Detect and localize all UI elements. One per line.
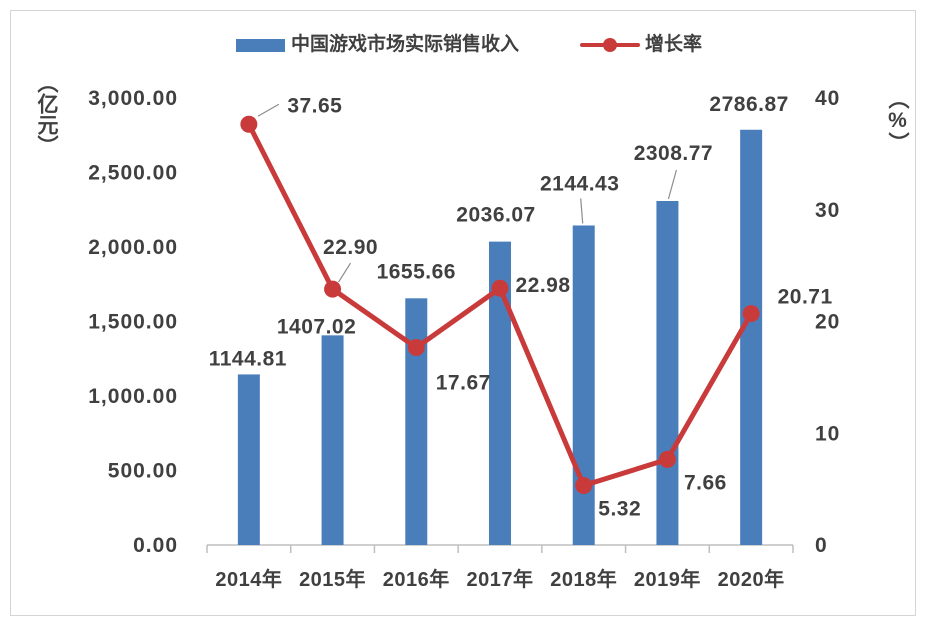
line-data-label: 5.32 xyxy=(598,498,641,521)
line-marker xyxy=(407,339,425,357)
legend-bar-swatch xyxy=(236,39,285,52)
line-marker xyxy=(575,477,593,495)
line-data-label: 37.65 xyxy=(287,94,342,117)
y-left-tick-label: 1,500.00 xyxy=(88,311,178,334)
legend-label-revenue: 中国游戏市场实际销售收入 xyxy=(291,34,520,55)
bar-data-label: 2036.07 xyxy=(456,204,535,227)
y-left-tick-label: 500.00 xyxy=(108,460,178,483)
x-tick-label: 2016年 xyxy=(383,567,450,591)
x-tick-label: 2015年 xyxy=(299,567,366,591)
y-right-tick-label: 20 xyxy=(815,311,840,334)
y-axis-right: 0 10 20 30 40 xyxy=(815,87,840,557)
bar xyxy=(740,129,763,546)
line-data-label: 22.90 xyxy=(323,236,378,259)
y-right-tick-label: 0 xyxy=(815,534,828,557)
bar-series xyxy=(237,129,763,546)
line-label-leader xyxy=(257,103,280,117)
line-marker xyxy=(240,115,258,133)
bar xyxy=(237,374,260,545)
line-marker xyxy=(658,450,676,468)
x-tick-label: 2020年 xyxy=(718,567,785,591)
bar-data-label: 1655.66 xyxy=(377,260,456,283)
y-right-tick-label: 30 xyxy=(815,199,840,222)
bar xyxy=(405,298,428,545)
line-marker xyxy=(324,280,342,298)
line-series xyxy=(240,115,760,495)
line-label-leader xyxy=(338,262,352,283)
y-left-tick-label: 3,000.00 xyxy=(88,87,178,110)
bar xyxy=(321,335,344,545)
x-tick-label: 2017年 xyxy=(467,567,534,591)
y-left-tick-label: 2,500.00 xyxy=(88,162,178,185)
y-right-tick-label: 40 xyxy=(815,87,840,110)
bar xyxy=(489,241,511,546)
y-left-tick-label: 2,000.00 xyxy=(88,236,178,259)
bar xyxy=(572,225,595,546)
line-data-label: 17.67 xyxy=(436,372,491,395)
line-marker xyxy=(491,279,509,297)
x-tick-label: 2018年 xyxy=(550,567,617,591)
y-left-tick-label: 0.00 xyxy=(133,534,178,557)
y-left-tick-label: 1,000.00 xyxy=(88,385,178,408)
bar-data-label: 2308.77 xyxy=(634,142,713,165)
bar-label-leader xyxy=(667,169,678,200)
leader-lines xyxy=(257,103,678,283)
line-data-label: 7.66 xyxy=(684,471,727,494)
x-tick-label: 2014年 xyxy=(215,567,282,591)
line-data-label: 20.71 xyxy=(778,286,833,309)
y-axis-left-title: （亿元） xyxy=(35,72,58,156)
x-axis: 2014年 2015年 2016年 2017年 2018年 2019年 2020年 xyxy=(206,544,794,591)
bar-data-label: 1407.02 xyxy=(277,315,356,338)
legend-label-growth-rate: 增长率 xyxy=(645,34,703,55)
line-data-label: 22.98 xyxy=(515,274,570,297)
chart-frame xyxy=(10,10,916,616)
bar-data-label: 1144.81 xyxy=(209,347,287,370)
y-right-tick-label: 10 xyxy=(815,422,840,445)
bar-label-leader xyxy=(580,198,584,224)
bar-data-label: 2144.43 xyxy=(540,172,619,195)
bar xyxy=(656,200,679,545)
bar-data-label: 2786.87 xyxy=(709,93,788,116)
legend-line-marker xyxy=(603,38,617,52)
line-marker xyxy=(742,305,760,323)
x-tick-label: 2019年 xyxy=(634,567,701,591)
y-axis-left: 0.00 500.00 1,000.00 1,500.00 2,000.00 2,500.… xyxy=(88,87,178,557)
y-axis-right-title: （%） xyxy=(886,88,909,153)
